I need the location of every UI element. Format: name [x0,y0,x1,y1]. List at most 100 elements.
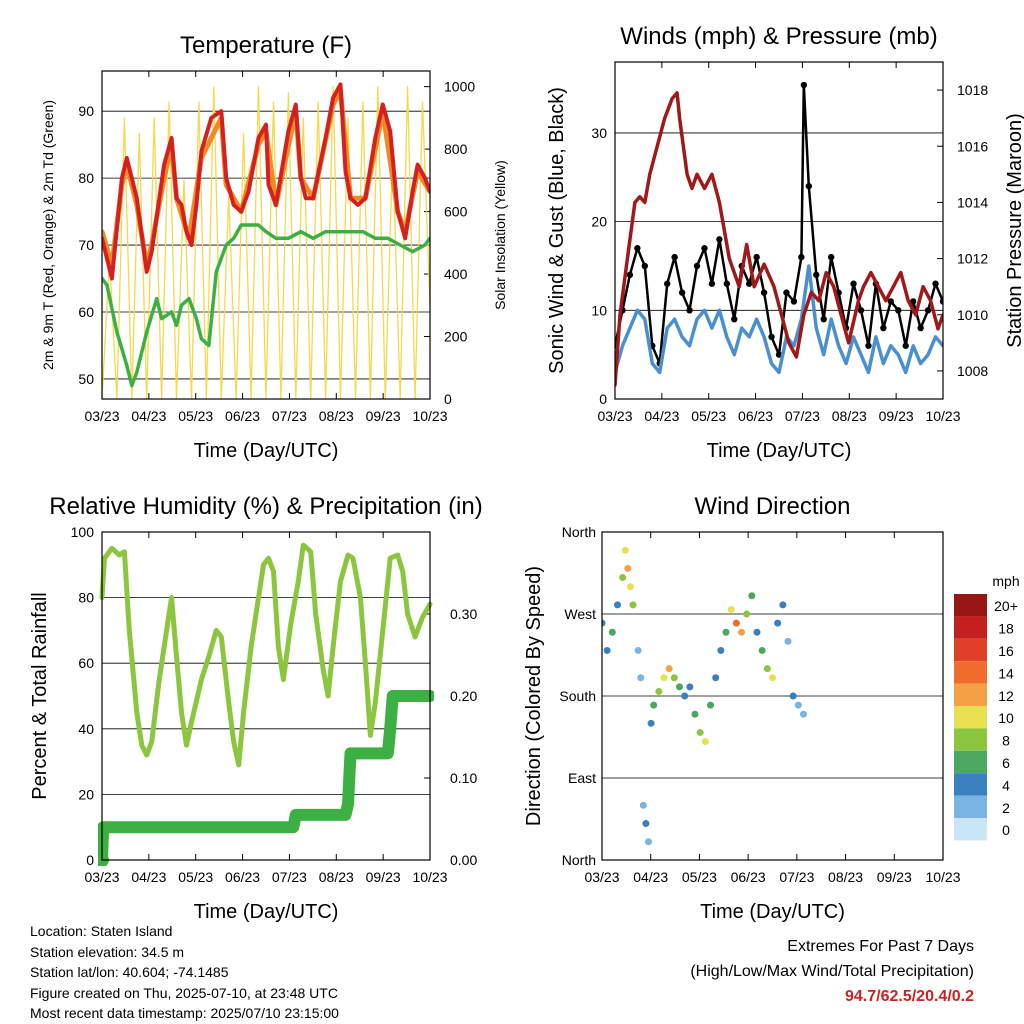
gust-line [615,83,943,365]
y-tick-label: 60 [78,304,94,320]
rh-line [99,542,433,768]
legend-label: 6 [1002,755,1010,771]
extremes-info: Extremes For Past 7 Days (High/Low/Max W… [690,934,974,1009]
y-tick-label-right: 0.20 [450,688,477,704]
t2m-line [102,82,430,281]
y-tick-label-right: 200 [444,329,468,345]
x-tick-label: 05/23 [178,408,213,424]
chart-title: Wind Direction [694,493,850,520]
y-tick-label: 0 [86,852,94,868]
x-axis-label: Time (Day/UTC) [194,901,339,923]
x-tick-label: 08/23 [319,408,354,424]
y-tick-label-right: 1016 [957,138,988,154]
direction-point [645,838,652,846]
direction-point [738,628,745,636]
direction-point [655,687,663,695]
y-tick-label-right: 1012 [957,251,988,267]
legend-label: 8 [1002,733,1010,749]
direction-point [686,683,694,691]
x-tick-label: 06/23 [731,869,766,885]
plot-frame [101,531,431,861]
direction-point [789,692,797,700]
direction-point [647,719,655,727]
y-tick-label-right: 400 [444,266,468,282]
direction-point [650,701,658,709]
y-tick-label: 0 [599,391,607,407]
plot-area [102,82,430,399]
plot-area [602,546,807,846]
y-axis-label: 2m & 9m T (Red, Orange) & 2m Td (Green) [40,100,56,370]
legend-swatch [954,661,987,684]
x-tick-label: 09/23 [366,869,401,885]
direction-point [624,564,632,572]
direction-point [701,738,709,746]
legend-label: 12 [998,688,1014,704]
y-tick-label: 30 [591,125,607,141]
direction-point [732,619,740,627]
direction-point [763,665,771,673]
speed-legend: mph 20+ 18 16 14 12 10 8 6 4 2 0 [954,573,1020,841]
y-tick-label-right: 0.10 [450,770,477,786]
x-tick-label: 03/23 [84,408,119,424]
chart-panel-3: Relative Humidity (%) & Precipitation (i… [29,493,483,923]
legend-label: 20+ [994,598,1018,614]
x-tick-label: 07/23 [785,408,820,424]
y-tick-label: 50 [78,371,94,387]
direction-point [665,665,673,673]
legend-label: 2 [1002,800,1010,816]
y-tick-label-right: 1008 [957,363,988,379]
y-tick-label: North [562,852,596,868]
legend-label: 4 [1002,777,1010,793]
x-tick-label: 05/23 [691,408,726,424]
legend-swatch [954,594,987,617]
x-axis-label: Time (Day/UTC) [707,440,852,462]
direction-point [626,583,634,591]
direction-point [727,605,735,613]
legend-title: mph [992,573,1019,589]
y-tick-label: 80 [78,170,94,186]
x-axis-label: Time (Day/UTC) [194,440,339,462]
plot-frame [601,531,944,861]
direction-point [712,674,720,682]
legend-label: 16 [998,643,1014,659]
direction-point [634,646,642,654]
y-tick-label: 100 [71,524,95,540]
y-tick-label: North [562,524,596,540]
direction-point [691,710,699,718]
direction-point [696,728,704,736]
direction-point [774,619,782,627]
chart-panel-2: Winds (mph) & Pressure (mb) Time (Day/UTC… [546,23,1024,462]
legend-swatch [954,773,987,796]
chart-title: Relative Humidity (%) & Precipitation (i… [49,493,482,520]
direction-point [629,601,637,609]
legend-swatch [954,750,987,774]
chart-panel-1: Temperature (F) Time (Day/UTC) 2m & 9m T (… [40,32,508,462]
direction-point [758,646,766,654]
x-tick-label: 06/23 [225,869,260,885]
legend-label: 10 [998,710,1014,726]
direction-point [639,801,647,809]
y-tick-label: South [559,688,596,704]
direction-point [800,710,807,718]
direction-point [603,646,611,654]
extremes-subtitle: (High/Low/Max Wind/Total Precipitation) [690,963,974,980]
y-tick-label-right: 1014 [957,194,988,210]
direction-point [637,674,645,682]
x-tick-label: 03/23 [584,869,619,885]
y-tick-label-right: 0.00 [450,852,477,868]
chart-title: Winds (mph) & Pressure (mb) [620,23,937,50]
chart-title: Temperature (F) [180,32,352,59]
direction-point [784,637,792,645]
x-tick-label: 04/23 [131,408,166,424]
y-tick-label-right: 0 [444,391,452,407]
legend-label: 14 [998,665,1014,681]
direction-point [707,701,714,709]
extremes-title: Extremes For Past 7 Days [787,938,974,955]
x-tick-label: 10/23 [412,869,447,885]
chart-panel-4: Wind Direction Time (Day/UTC) Direction (C… [523,493,1020,923]
y-tick-label: 10 [591,302,607,318]
extremes-values: 94.7/62.5/20.4/0.2 [845,988,974,1005]
y-tick-label: 70 [78,237,94,253]
direction-point [681,692,689,700]
y-tick-label: 20 [78,786,94,802]
